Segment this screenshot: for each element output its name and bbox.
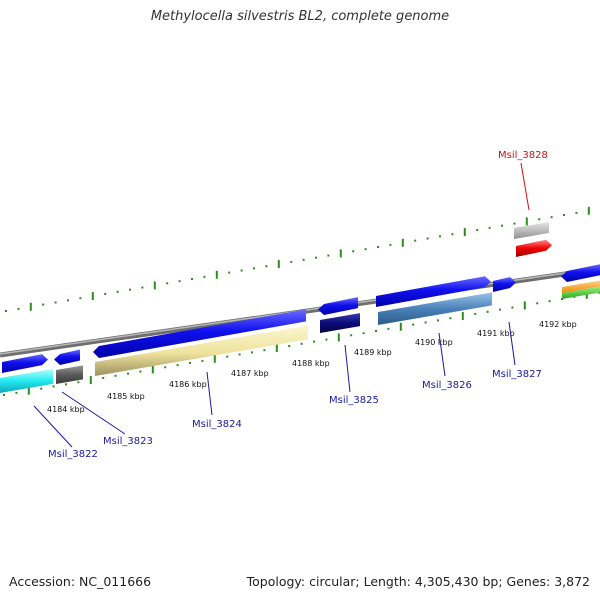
map-title: Methylocella silvestris BL2, complete ge… bbox=[150, 9, 450, 24]
tick-label-4184: 4184 kbp bbox=[47, 405, 85, 414]
gene-block-msil-3827[interactable] bbox=[493, 277, 516, 292]
gene-label-msil-3823[interactable]: Msil_3823 bbox=[103, 436, 153, 447]
leader-msil-3823 bbox=[61, 391, 126, 435]
gene-block-msil-3823[interactable] bbox=[54, 349, 80, 365]
tick-label-4191: 4191 kbp bbox=[477, 329, 515, 338]
gene-block-msil-3826[interactable] bbox=[376, 276, 491, 307]
gene-label-msil-3824[interactable]: Msil_3824 bbox=[192, 419, 242, 430]
cds-block-msil-3822[interactable] bbox=[0, 368, 53, 393]
leader-msil-3824 bbox=[206, 371, 213, 416]
cds-block-msil-3826[interactable] bbox=[378, 292, 492, 325]
gene-features bbox=[0, 221, 600, 393]
tick-label-4189: 4189 kbp bbox=[354, 348, 392, 357]
feature-block-green[interactable] bbox=[562, 286, 600, 299]
leader-msil-3828 bbox=[520, 162, 530, 211]
feature-block-orange[interactable] bbox=[562, 280, 600, 293]
gene-label-msil-3822[interactable]: Msil_3822 bbox=[48, 449, 98, 460]
tick-label-4186: 4186 kbp bbox=[169, 380, 207, 389]
gene-label-msil-3827[interactable]: Msil_3827 bbox=[492, 369, 542, 380]
leader-msil-3827 bbox=[508, 321, 516, 366]
tick-labels: 4184 kbp 4185 kbp 4186 kbp 4187 kbp 4188… bbox=[47, 320, 577, 414]
cds-block-msil-3823[interactable] bbox=[56, 365, 83, 384]
gene-label-msil-3826[interactable]: Msil_3826 bbox=[422, 380, 472, 391]
cds-block-msil-3824[interactable] bbox=[95, 325, 308, 376]
gene-block-msil-3825[interactable] bbox=[318, 297, 358, 315]
tick-label-4185: 4185 kbp bbox=[107, 392, 145, 401]
gene-label-msil-3825[interactable]: Msil_3825 bbox=[329, 395, 379, 406]
tick-label-4190: 4190 kbp bbox=[415, 338, 453, 347]
accession-label: Accession: NC_011666 bbox=[9, 574, 152, 589]
upper-tick-track bbox=[5, 206, 590, 312]
tick-label-4188: 4188 kbp bbox=[292, 359, 330, 368]
leader-msil-3825 bbox=[344, 344, 351, 393]
gene-label-msil-3828[interactable]: Msil_3828 bbox=[498, 150, 548, 161]
gene-block-msil-3828[interactable] bbox=[516, 239, 552, 257]
gene-labels: Msil_3822 Msil_3823 Msil_3824 Msil_3825 … bbox=[48, 150, 548, 460]
leader-msil-3822 bbox=[33, 405, 73, 448]
label-leader-lines bbox=[33, 162, 530, 448]
tick-label-4192: 4192 kbp bbox=[539, 320, 577, 329]
gene-block-msil-3824[interactable] bbox=[93, 309, 306, 358]
tick-label-4187: 4187 kbp bbox=[231, 369, 269, 378]
cds-block-msil-3825[interactable] bbox=[320, 313, 360, 333]
genome-summary: Topology: circular; Length: 4,305,430 bp… bbox=[246, 574, 590, 589]
cds-block-msil-3828[interactable] bbox=[514, 221, 549, 239]
gene-block-msil-3822[interactable] bbox=[2, 354, 48, 373]
leader-msil-3826 bbox=[438, 332, 446, 377]
gene-block-right-edge[interactable] bbox=[561, 264, 600, 282]
